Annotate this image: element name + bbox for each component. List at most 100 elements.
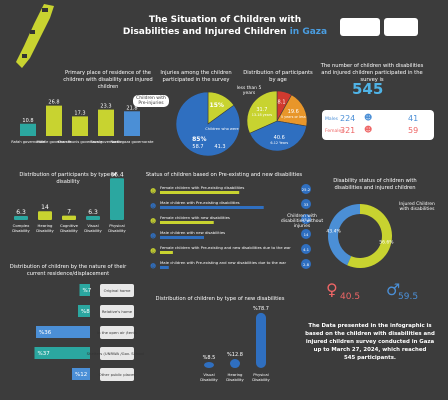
injuries-chart: 15% 85% Children who were 58.7 41.3 (175, 91, 241, 157)
male-icon: ☻ (364, 113, 373, 122)
status-bar (160, 206, 264, 209)
age-chart: 8.119.65 years or less 40.66-12 Years 31.7… (246, 90, 308, 152)
distype-value: 66.4 (110, 171, 124, 178)
distype-bar (14, 216, 28, 220)
residence-bar (124, 111, 140, 136)
status-bar (160, 221, 214, 224)
disability-status-title: Disability status of children with disab… (333, 178, 417, 191)
age-chart-title: Distribution of participants by age (243, 70, 313, 83)
age-slice-label: 6-12 Years (270, 141, 288, 145)
displace-tag (100, 284, 134, 297)
distype-category: Hearing (38, 223, 54, 228)
residence-value: 26.8 (48, 100, 59, 106)
status-badge (301, 199, 311, 209)
injuries-war-label: Children who were (205, 127, 239, 131)
status-label: Female children with new disabilities (160, 215, 230, 220)
age-slice-value: 8.1 (278, 100, 286, 106)
newdis-bar (204, 362, 214, 368)
residence-bar (72, 116, 88, 136)
info-text: The Data presented in the infographic is… (305, 323, 435, 361)
disstatus-without-label: Children with disabilities without injur… (280, 214, 324, 229)
newdis-category: Disability (252, 377, 270, 382)
males-label: Males (325, 117, 339, 122)
newdis-value: %8.5 (203, 355, 216, 361)
displace-category: Original home (104, 288, 131, 293)
distype-category: Cognitive (60, 223, 79, 228)
distype-category: Disability (36, 228, 54, 233)
newdis-category: Physical (253, 372, 268, 377)
displace-value: %37 (38, 351, 51, 357)
residence-category: Gaza governorate (90, 140, 123, 144)
status-bar (160, 236, 204, 239)
status-badge (301, 229, 311, 239)
age-lt5-label: less than 5 years (236, 86, 262, 96)
distype-category: Disability (108, 228, 126, 233)
page-title: The Situation of Children with Disabilit… (122, 15, 328, 37)
status-chart: Female children with Pre-existing disabi… (150, 184, 311, 270)
residence-value: 21.8 (126, 105, 137, 111)
status-chart-title: Status of children based on Pre-existing… (145, 172, 303, 178)
disstatus-slice (347, 204, 392, 268)
displace-category: Other public places (99, 372, 136, 377)
displace-category: Shelters (UNRWA /Gov. Schools) (87, 351, 144, 356)
new-disabilities-chart: %8.5VisualDisability%12.8HearingDisabili… (200, 306, 270, 382)
status-value: 4.1 (303, 247, 310, 252)
person-icon: ☻ (150, 263, 156, 270)
newdis-value: %78.7 (253, 306, 269, 312)
residence-bar (98, 109, 114, 136)
distype-category: Disability (12, 228, 30, 233)
displace-tag (100, 368, 134, 381)
status-bar (160, 266, 169, 269)
displace-bar (72, 368, 90, 380)
males-value: 224 (340, 114, 356, 123)
disability-type-title: Distribution of participants by type of … (19, 172, 117, 185)
age-slice-label: 13-18 years (252, 113, 272, 117)
females-label: Females (325, 129, 344, 134)
distype-category: Complex (13, 223, 30, 228)
status-badge (301, 259, 311, 269)
newdis-category: Disability (200, 377, 218, 382)
distype-bar (62, 215, 76, 220)
newdis-bar (256, 312, 266, 368)
status-label: Male children with new disabilities (160, 230, 225, 235)
status-value: 33 (304, 202, 309, 207)
displace-value: %12 (75, 372, 87, 378)
distype-category: Physical (109, 223, 124, 228)
person-icon: ☻ (150, 188, 156, 195)
males-pct: 41 (408, 114, 419, 123)
status-label: Male children with Pre-existing disabili… (160, 200, 240, 205)
injuries-slice-label: 85% (192, 136, 206, 143)
displace-bar (78, 305, 90, 317)
residence-value: 23.3 (100, 104, 111, 110)
distype-category: Disability (60, 228, 78, 233)
age-slice-value: 19.6 (288, 109, 299, 115)
age-slice-value: 31.7 (256, 107, 267, 113)
status-badge (301, 184, 311, 194)
distype-value: 7 (67, 209, 71, 216)
age-slice (249, 120, 307, 152)
disability-type-chart: 6.3ComplexDisability14HearingDisability7… (12, 171, 126, 233)
injuries-pre-label: Children with Pre-injuries (133, 95, 169, 107)
residence-category: Khan Younis governorate (58, 140, 104, 144)
distype-bar (86, 216, 100, 220)
displace-bar (79, 284, 90, 296)
distype-value: 6.3 (16, 209, 26, 216)
displacement-chart: %7 Original home %8 Relative's home %36 In th… (34, 284, 144, 381)
displace-value: %7 (83, 288, 92, 294)
displace-bar (36, 326, 90, 338)
displace-bar (34, 347, 90, 359)
distype-bar (110, 178, 124, 220)
residence-bar (20, 123, 36, 136)
displace-tag (100, 305, 134, 318)
displace-category: In the open air /tents (97, 330, 137, 335)
residence-value: 17.3 (74, 110, 85, 116)
displacement-title: Distribution of children by the nature o… (9, 264, 127, 277)
female-icon: ☻ (364, 125, 373, 134)
age-slice (246, 90, 278, 134)
person-icon: ☻ (150, 233, 156, 240)
female-figure-icon: ♀ (326, 280, 338, 299)
status-label: Female children with Pre-existing disabi… (160, 185, 244, 190)
injuries-female-pct: 41.3 (214, 144, 225, 150)
injuries-slice (175, 91, 241, 157)
status-value: 2.8 (303, 262, 310, 267)
